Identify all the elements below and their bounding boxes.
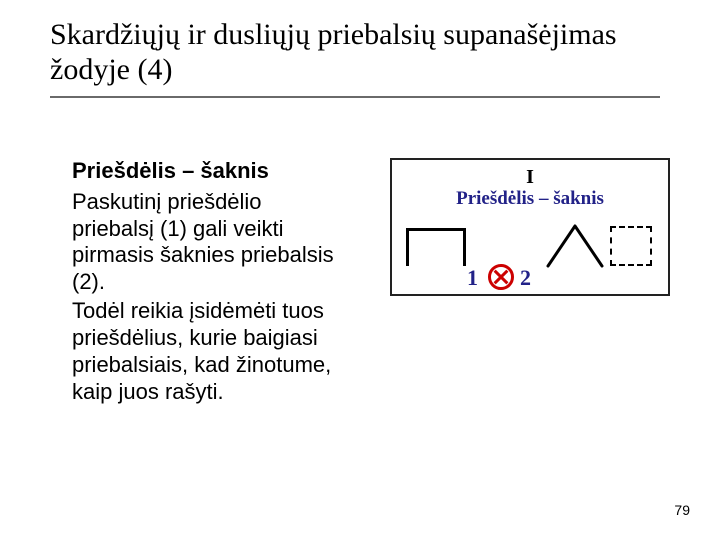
prefix-symbol-icon <box>406 228 466 266</box>
body-text-block: Priešdėlis – šaknis Paskutinį priešdėlio… <box>72 158 342 407</box>
figure-label: Priešdėlis – šaknis <box>392 188 668 210</box>
body-paragraph-2: Todėl reikia įsidėmėti tuos priešdėlius,… <box>72 298 342 405</box>
figure-inner: I Priešdėlis – šaknis 1 2 <box>392 160 668 294</box>
root-symbol-icon <box>546 222 604 268</box>
figure-roman-numeral: I <box>392 166 668 189</box>
figure-number-2: 2 <box>520 265 531 291</box>
title-underline <box>50 96 660 98</box>
page-number: 79 <box>674 502 690 518</box>
body-paragraph-1: Paskutinį priešdėlio priebalsį (1) gali … <box>72 189 342 296</box>
ending-symbol-icon <box>610 226 652 266</box>
figure-box: I Priešdėlis – šaknis 1 2 <box>390 158 670 296</box>
slide-title: Skardžiųjų ir dusliųjų priebalsių supana… <box>50 18 650 87</box>
body-subheading: Priešdėlis – šaknis <box>72 158 342 185</box>
slide: Skardžiųjų ir dusliųjų priebalsių supana… <box>0 0 720 540</box>
circled-x-icon <box>488 264 514 290</box>
figure-number-1: 1 <box>467 265 478 291</box>
